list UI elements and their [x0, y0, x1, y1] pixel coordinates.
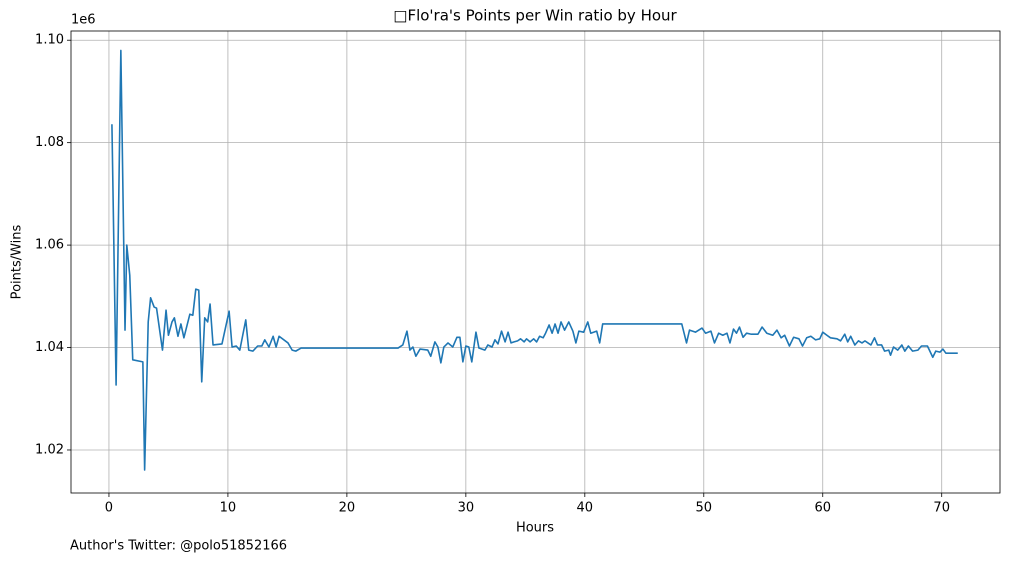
x-tick-label: 20: [339, 501, 356, 516]
y-offset-label: 1e6: [71, 13, 96, 28]
x-axis-label: Hours: [516, 521, 554, 536]
y-tick-label: 1.02: [35, 442, 64, 457]
x-tick-label: 40: [577, 501, 594, 516]
x-tick-label: 60: [814, 501, 831, 516]
x-tick-label: 30: [458, 501, 475, 516]
y-axis-label: Points/Wins: [10, 224, 25, 299]
y-tick-label: 1.10: [35, 33, 64, 48]
y-tick-label: 1.06: [35, 238, 64, 253]
x-tick-label: 70: [933, 501, 950, 516]
y-tick-label: 1.04: [35, 340, 64, 355]
x-tick-label: 0: [105, 501, 113, 516]
y-tick-label: 1.08: [35, 135, 64, 150]
plot-frame: [70, 30, 1001, 494]
footnote: Author's Twitter: @polo51852166: [70, 539, 287, 554]
x-tick-label: 10: [220, 501, 237, 516]
chart-title: □Flo'ra's Points per Win ratio by Hour: [393, 7, 677, 25]
x-tick-label: 50: [696, 501, 713, 516]
data-line: [111, 49, 958, 471]
